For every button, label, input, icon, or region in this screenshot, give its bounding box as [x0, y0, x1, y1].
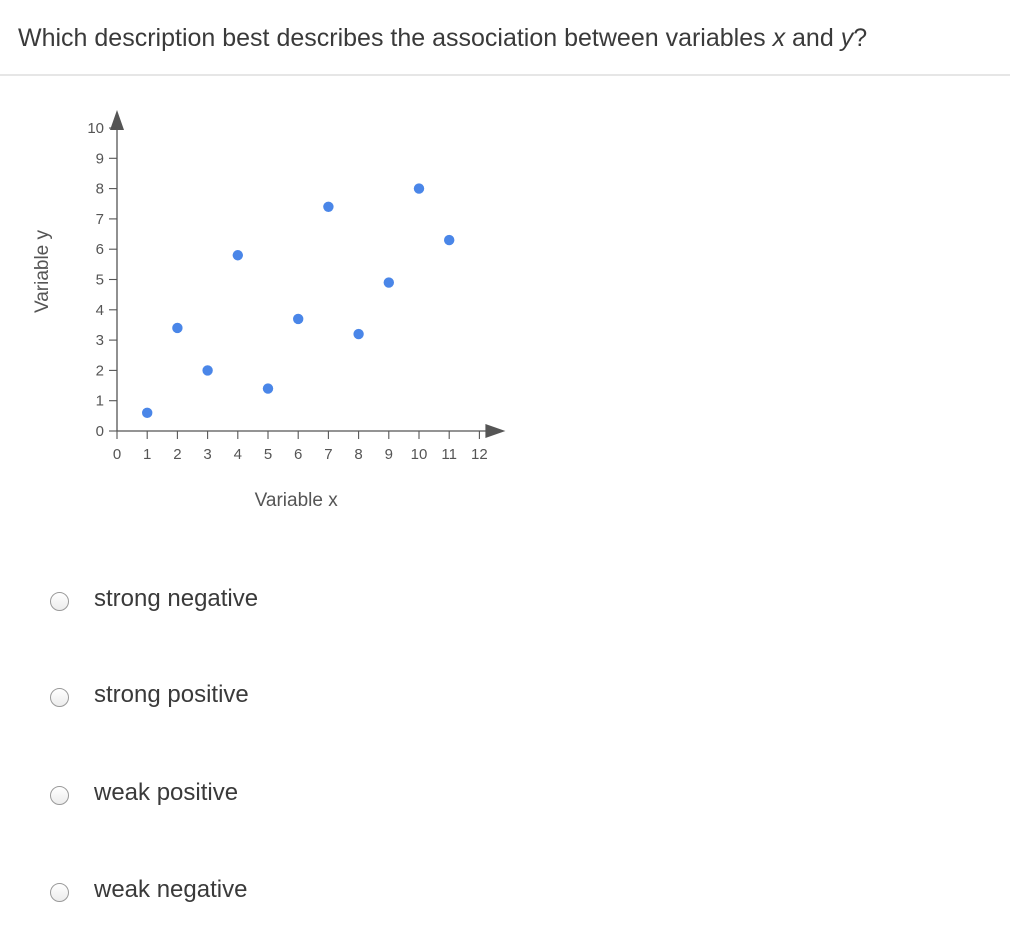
x-tick-label: 9	[385, 446, 393, 463]
radio-button-weak-negative[interactable]	[50, 883, 69, 902]
y-tick-label: 10	[87, 120, 104, 137]
question-middle: and	[785, 24, 841, 52]
y-tick-label: 1	[96, 393, 104, 410]
y-tick-label: 0	[96, 423, 104, 440]
question-suffix: ?	[853, 24, 868, 52]
x-tick-label: 4	[234, 446, 242, 463]
option-label-strong-negative: strong negative	[94, 585, 259, 612]
x-tick-label: 10	[411, 446, 428, 463]
x-tick-label: 11	[441, 446, 457, 463]
y-tick-label: 7	[96, 211, 104, 228]
x-tick-label: 2	[173, 446, 181, 463]
option-label-strong-positive: strong positive	[94, 681, 249, 708]
x-tick-label: 7	[324, 446, 332, 463]
question-text: Which description best describes the ass…	[18, 24, 867, 53]
option-label-weak-negative: weak negative	[94, 876, 248, 903]
x-tick-label: 6	[294, 446, 302, 463]
x-tick-label: 1	[143, 446, 151, 463]
data-point	[262, 383, 274, 394]
option-label-weak-positive: weak positive	[94, 779, 239, 806]
y-axis-title: Variable y	[32, 229, 53, 313]
scatter-chart: Variable x Variable y 0 1 2 3 4 5 6 7 8 9 10 11 1201…	[32, 110, 506, 511]
x-tick-label: 0	[113, 446, 121, 463]
data-point	[353, 328, 364, 340]
option-weak-negative[interactable]: weak negative	[50, 876, 247, 904]
option-strong-positive[interactable]: strong positive	[50, 681, 249, 709]
question-var-y: y	[840, 24, 854, 52]
data-point	[323, 201, 334, 212]
y-tick-label: 5	[96, 272, 104, 289]
data-point	[232, 250, 243, 261]
y-tick-label: 2	[96, 362, 104, 379]
x-axis-title: Variable x	[255, 490, 339, 511]
radio-button-strong-positive[interactable]	[50, 688, 69, 707]
data-point	[444, 234, 455, 246]
option-weak-positive[interactable]: weak positive	[50, 779, 238, 807]
y-tick-label: 9	[96, 150, 104, 167]
data-point	[172, 322, 183, 334]
x-tick-label: 5	[264, 446, 272, 463]
x-axis-arrow	[485, 424, 506, 438]
data-point	[413, 183, 425, 194]
y-tick-label: 3	[96, 332, 104, 349]
y-tick-label: 8	[96, 181, 104, 198]
question-divider	[0, 74, 1010, 76]
data-point	[142, 407, 153, 419]
radio-button-weak-positive[interactable]	[50, 786, 69, 805]
data-point	[202, 365, 213, 376]
radio-button-strong-negative[interactable]	[50, 592, 69, 611]
x-tick-label: 8	[354, 446, 362, 463]
question-var-x: x	[772, 24, 786, 52]
option-strong-negative[interactable]: strong negative	[50, 585, 258, 613]
data-point	[293, 313, 304, 325]
data-point	[383, 277, 394, 288]
y-tick-label: 4	[96, 302, 104, 319]
y-axis-arrow	[110, 110, 124, 130]
question-prefix: Which description best describes the ass…	[18, 24, 773, 52]
x-tick-label: 12	[471, 446, 488, 463]
y-tick-label: 6	[96, 241, 104, 258]
x-tick-label: 3	[203, 446, 211, 463]
